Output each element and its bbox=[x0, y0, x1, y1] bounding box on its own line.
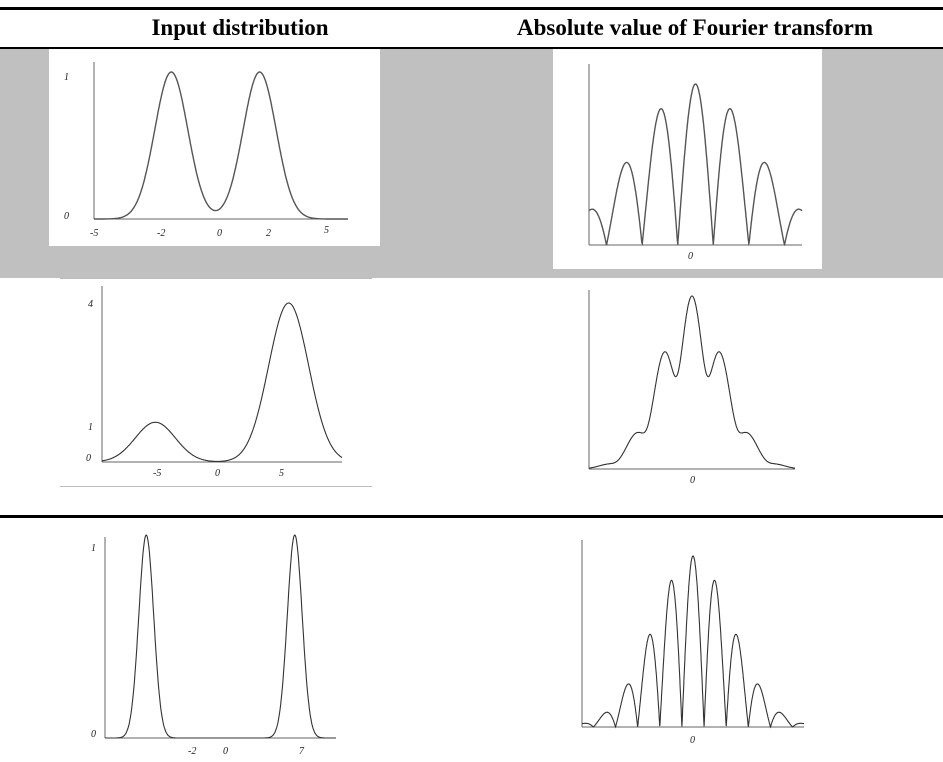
chart2-xtick-0: 0 bbox=[688, 251, 693, 262]
chart5-xtick-0: 0 bbox=[223, 746, 228, 757]
chart3-ytick-4: 4 bbox=[88, 299, 93, 310]
header-fourier-transform: Absolute value of Fourier transform bbox=[516, 15, 874, 40]
chart4-curve bbox=[589, 295, 795, 469]
row2-rule bbox=[0, 515, 943, 518]
chart1-xtick-neg2: -2 bbox=[157, 228, 165, 239]
chart3-ytick-1: 1 bbox=[88, 422, 93, 433]
chart1-ytick-0: 0 bbox=[64, 211, 69, 222]
chart6-curve bbox=[581, 555, 805, 729]
header-rule bbox=[0, 47, 943, 49]
top-rule bbox=[0, 7, 943, 10]
chart4-xtick-0: 0 bbox=[690, 475, 695, 486]
chart5-ytick-1: 1 bbox=[91, 543, 96, 554]
chart1-xtick-0: 0 bbox=[217, 228, 222, 239]
chart3-xtick-0: 0 bbox=[215, 468, 220, 479]
chart5-curve bbox=[105, 534, 336, 739]
chart3-xtick-neg5: -5 bbox=[153, 468, 161, 479]
chart1-xtick-5: 5 bbox=[324, 225, 329, 236]
chart1-curve bbox=[94, 71, 348, 220]
chart3-curve bbox=[101, 302, 343, 462]
chart3-xtick-5: 5 bbox=[279, 468, 284, 479]
row1-right-panel bbox=[553, 49, 822, 269]
chart6-xtick-0: 0 bbox=[690, 735, 695, 746]
row1-left-panel bbox=[49, 49, 380, 246]
chart5-ytick-0: 0 bbox=[91, 729, 96, 740]
row2-left-bottom-line bbox=[60, 486, 372, 487]
chart1-xtick-2: 2 bbox=[266, 228, 271, 239]
header-input-distribution: Input distribution bbox=[151, 15, 329, 40]
row1-left-bottom-line bbox=[60, 278, 372, 279]
chart2-curve bbox=[588, 83, 803, 247]
chart1-xtick-neg5: -5 bbox=[90, 228, 98, 239]
chart5-xtick-7: 7 bbox=[299, 746, 305, 757]
chart1-ytick-1: 1 bbox=[64, 72, 69, 83]
chart5-xtick-neg2: -2 bbox=[188, 746, 196, 757]
chart3-ytick-0: 0 bbox=[86, 453, 91, 464]
